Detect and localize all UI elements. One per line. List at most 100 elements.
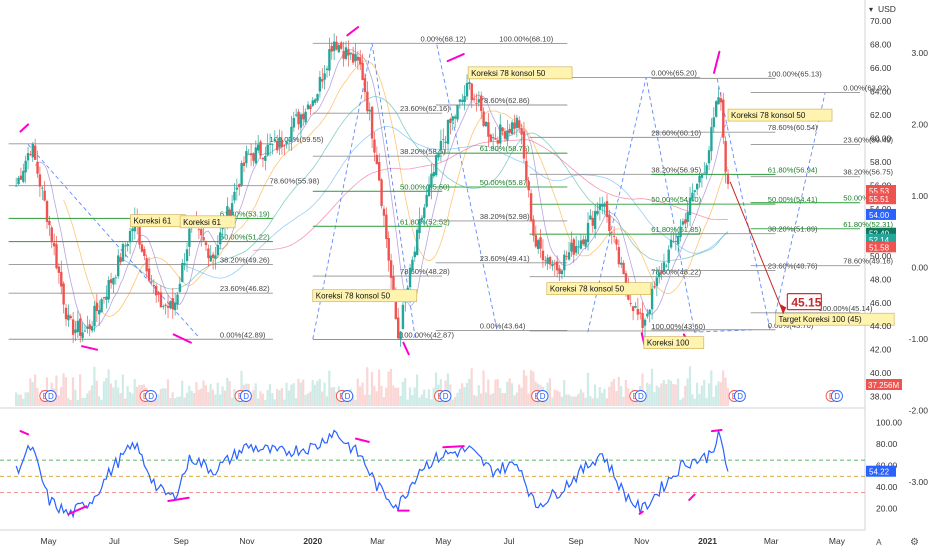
volume-bar xyxy=(558,391,561,406)
candle-body xyxy=(631,306,635,312)
volume-bar xyxy=(579,389,582,406)
volume-bar xyxy=(330,387,333,406)
candle-body xyxy=(399,331,402,340)
volume-bar xyxy=(190,390,193,406)
rsi-highlight-mark xyxy=(442,445,465,449)
volume-bar xyxy=(688,366,692,406)
dividend-marker xyxy=(341,390,354,402)
candle-body xyxy=(608,214,611,232)
candle-body xyxy=(230,203,234,216)
price-axis-tick: 70.00 xyxy=(870,16,892,26)
volume-bar xyxy=(446,373,450,406)
candle-body xyxy=(306,104,310,110)
target-arrow-line xyxy=(729,181,784,313)
candle-body xyxy=(271,143,274,145)
candle-body xyxy=(380,179,383,207)
volume-bar xyxy=(192,393,196,406)
volume-bar xyxy=(216,382,219,406)
rsi-highlight-mark xyxy=(354,437,370,443)
volume-bar xyxy=(389,368,393,406)
dividend-marker xyxy=(145,390,157,402)
candles-layer xyxy=(14,33,730,347)
volume-bar xyxy=(36,388,39,406)
annotation-box xyxy=(179,215,236,229)
candle-body xyxy=(202,237,205,241)
volume-bar xyxy=(520,387,523,406)
candle-body xyxy=(536,240,540,249)
candle-body xyxy=(598,204,602,210)
candle-body xyxy=(240,163,243,186)
volume-bar xyxy=(17,394,20,406)
volume-bar xyxy=(665,384,668,406)
volume-bar xyxy=(544,399,547,406)
candle-body xyxy=(491,137,495,139)
volume-bar xyxy=(406,399,409,406)
volume-bar xyxy=(173,398,177,406)
volume-bar xyxy=(693,398,696,406)
candle-body xyxy=(532,219,535,236)
volume-bar xyxy=(660,383,663,406)
highlight-mark xyxy=(19,123,30,133)
volume-bar xyxy=(321,391,324,406)
candle-body xyxy=(570,242,573,252)
rsi-highlight-mark xyxy=(688,493,696,501)
percent-axis-tick: -2.00 xyxy=(909,406,929,416)
volume-bar xyxy=(71,377,75,406)
candle-body xyxy=(522,131,526,159)
candle-body xyxy=(451,116,454,121)
candle-body xyxy=(86,326,89,329)
time-axis-tick: Nov xyxy=(239,536,255,546)
candle-body xyxy=(475,103,478,104)
time-axis-tick: Mar xyxy=(764,536,779,546)
candle-body xyxy=(273,139,277,142)
volume-bar xyxy=(646,382,649,406)
time-axis-tick: Sep xyxy=(174,536,189,546)
candle-body xyxy=(527,181,530,191)
volume-bar xyxy=(299,382,302,406)
candle-body xyxy=(494,138,497,140)
candle-body xyxy=(283,145,286,147)
candle-body xyxy=(397,317,400,339)
volume-bar xyxy=(415,374,419,406)
volume-bar xyxy=(707,383,711,406)
percent-axis-tick: 0.00 xyxy=(911,263,928,273)
candle-body xyxy=(601,203,604,207)
candle-body xyxy=(311,100,314,106)
candle-body xyxy=(169,301,172,309)
fib-level-label: 23.60%(62.16) xyxy=(400,104,450,113)
candle-body xyxy=(427,184,431,197)
volume-bar xyxy=(230,397,234,406)
volume-bar xyxy=(560,396,563,406)
candle-body xyxy=(714,101,718,117)
volume-bar xyxy=(695,382,699,406)
rsi-axis-tick: 20.00 xyxy=(876,504,898,514)
volume-bar xyxy=(185,392,189,406)
candle-body xyxy=(62,283,65,305)
volume-bar xyxy=(648,384,651,406)
candle-body xyxy=(340,42,343,49)
volume-bar xyxy=(290,384,293,406)
candle-body xyxy=(672,241,675,242)
volume-bar xyxy=(207,392,210,406)
candle-body xyxy=(446,120,450,144)
candle-body xyxy=(366,91,369,112)
fib-level-label: 0.00%(68.12) xyxy=(420,34,466,43)
volume-bar xyxy=(178,396,181,406)
candle-body xyxy=(45,201,49,222)
volume-bar xyxy=(617,376,620,406)
percent-axis-tick: 1.00 xyxy=(911,191,928,201)
fib-level-label: 61.80%(53.19) xyxy=(220,209,270,218)
candle-body xyxy=(363,78,367,93)
highlight-mark xyxy=(172,333,192,344)
volume-bar xyxy=(124,398,127,406)
volume-bar xyxy=(162,388,165,406)
volume-bar xyxy=(589,396,592,406)
candle-body xyxy=(71,319,75,335)
volume-bar xyxy=(264,399,267,406)
volume-bar xyxy=(76,399,79,406)
price-tag-label: 51.58 xyxy=(869,243,890,252)
candle-body xyxy=(173,302,177,311)
fib-level-label: 38.20%(49.26) xyxy=(220,256,270,265)
volume-bar xyxy=(309,391,312,406)
